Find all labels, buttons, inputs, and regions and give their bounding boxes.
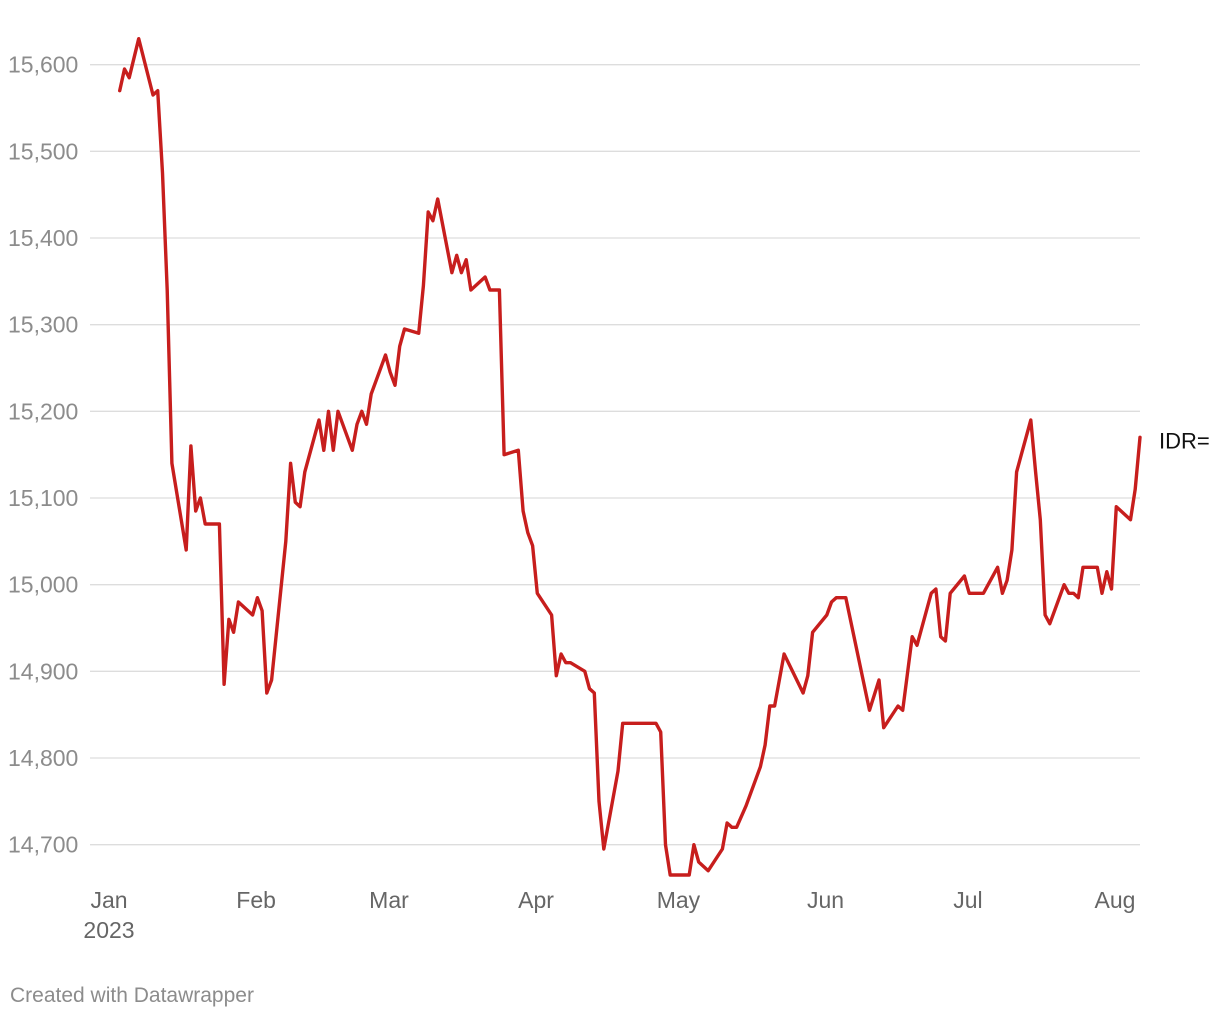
y-tick-label: 14,900 <box>8 658 78 684</box>
y-tick-label: 15,100 <box>8 485 78 511</box>
series-line <box>117 37 1142 877</box>
x-tick-label: Jun <box>807 887 844 913</box>
y-tick-label: 15,300 <box>8 312 78 338</box>
y-tick-label: 15,400 <box>8 225 78 251</box>
y-tick-label: 14,800 <box>8 745 78 771</box>
credit-text: Created with Datawrapper <box>10 984 254 1007</box>
y-tick-label: 15,500 <box>8 138 78 164</box>
x-tick-label: Aug <box>1095 887 1136 913</box>
y-axis: 14,700 14,800 14,900 15,000 15,100 15,200 15,3… <box>8 52 78 858</box>
x-axis: Jan 2023 Feb Mar Apr May Jun Jul Aug <box>83 887 1135 943</box>
series-label: IDR= <box>1159 428 1210 453</box>
x-tick-label: Apr <box>518 887 554 913</box>
y-tick-label: 15,200 <box>8 398 78 424</box>
y-tick-label: 15,000 <box>8 572 78 598</box>
x-tick-label: May <box>657 887 701 913</box>
y-tick-label: 14,700 <box>8 832 78 858</box>
x-tick-label: Jan <box>90 887 127 913</box>
gridlines <box>90 64 1140 846</box>
series-labels: IDR= <box>1159 428 1210 453</box>
x-tick-label: Mar <box>369 887 409 913</box>
y-tick-label: 15,600 <box>8 52 78 78</box>
x-tick-sublabel: 2023 <box>83 917 134 943</box>
x-tick-label: Jul <box>953 887 982 913</box>
series-lines <box>117 37 1142 877</box>
x-tick-label: Feb <box>236 887 276 913</box>
